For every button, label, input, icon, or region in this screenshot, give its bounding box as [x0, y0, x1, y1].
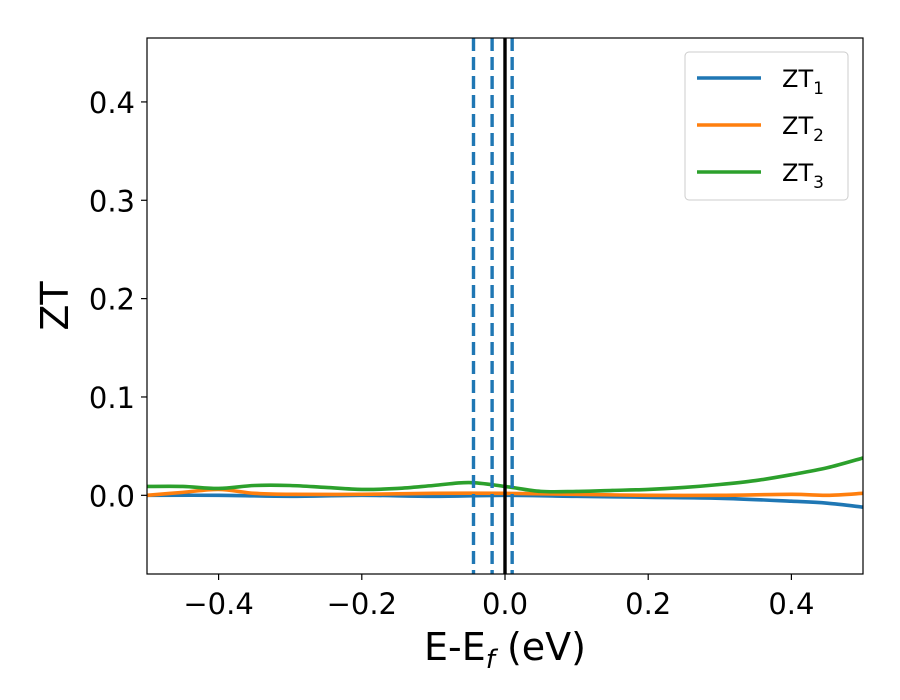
x-tick-label: −0.2: [327, 587, 397, 621]
x-tick-label: −0.4: [183, 587, 253, 621]
vline-layer: [471, 38, 514, 574]
legend-label: ZT1: [782, 65, 824, 99]
x-tick-label: 0.2: [625, 587, 671, 621]
y-tick-label: 0.1: [89, 381, 135, 415]
x-axis-title-unit: (eV): [495, 625, 586, 669]
x-axis-ticks: −0.4 −0.2 0.0 0.2 0.4: [183, 574, 814, 621]
series-line-zt2: [147, 487, 863, 498]
legend-entry-zt1: ZT1: [697, 65, 824, 99]
x-axis-title: E-Ef (eV): [424, 625, 586, 675]
y-axis-ticks: 0.0 0.1 0.2 0.3 0.4: [89, 86, 147, 513]
x-tick-label: 0.4: [768, 587, 814, 621]
y-tick-label: 0.0: [89, 479, 135, 513]
legend: ZT1 ZT2 ZT3: [684, 51, 849, 201]
y-tick-label: 0.4: [89, 86, 135, 120]
x-axis-title-main: E-E: [424, 625, 486, 669]
y-tick-label: 0.2: [89, 283, 135, 317]
legend-box: [684, 51, 849, 201]
series-line-zt1: [147, 493, 863, 509]
legend-entry-zt2: ZT2: [697, 112, 824, 146]
legend-label: ZT3: [782, 159, 824, 193]
y-tick-label: 0.3: [89, 184, 135, 218]
legend-entry-zt3: ZT3: [697, 159, 824, 193]
x-tick-label: 0.0: [482, 587, 528, 621]
legend-label: ZT2: [782, 112, 824, 146]
y-axis-title: ZT: [33, 281, 77, 331]
